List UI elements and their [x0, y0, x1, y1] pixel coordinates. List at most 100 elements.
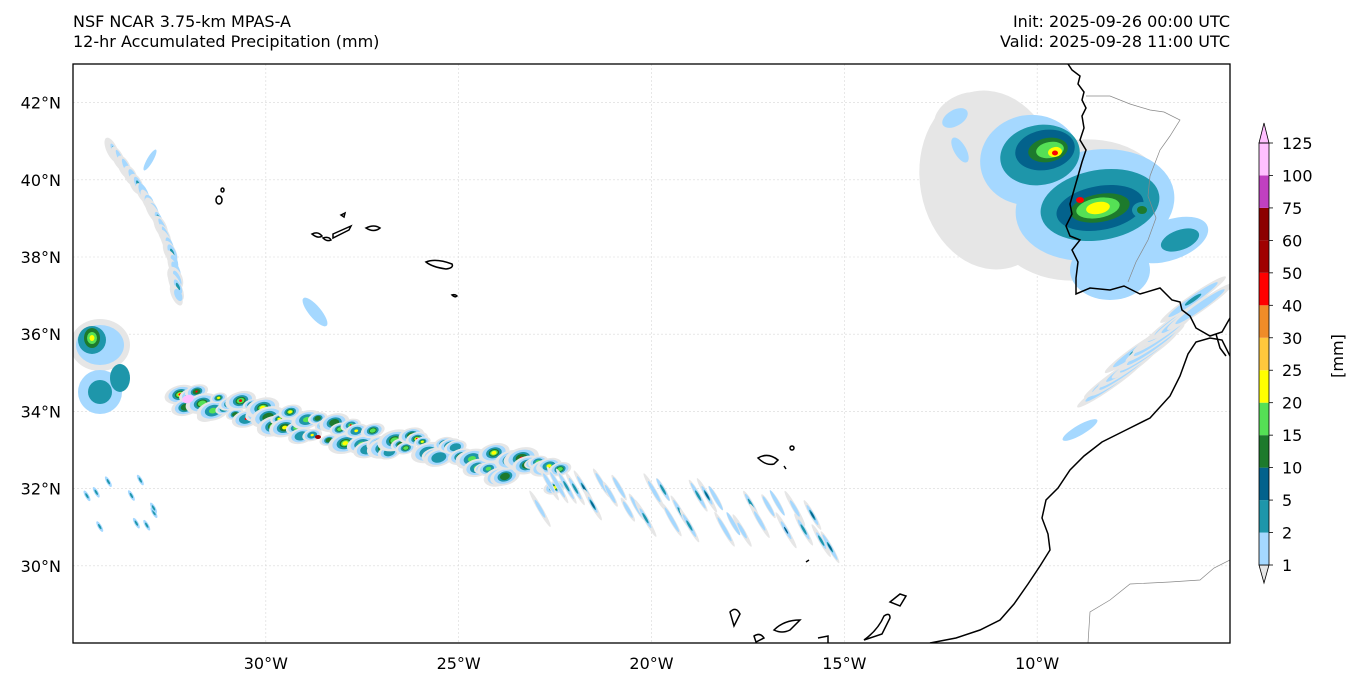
- precip-cell: [704, 491, 710, 499]
- precip-cell: [1175, 289, 1225, 325]
- init-time: Init: 2025-09-26 00:00 UTC: [1012, 12, 1230, 31]
- canary-islands: [729, 593, 908, 643]
- portugal-spain-border: [1086, 95, 1181, 283]
- colorbar-segment: [1259, 305, 1269, 338]
- precip-cell: [175, 282, 181, 291]
- colorbar-tick-label: 50: [1282, 264, 1302, 283]
- precip-iberia: [919, 90, 1230, 441]
- lat-tick-label: 42°N: [21, 94, 61, 113]
- colorbar-segment: [1259, 435, 1269, 468]
- colorbar-tick-label: 20: [1282, 394, 1302, 413]
- colorbar-tick-label: 100: [1282, 166, 1313, 185]
- precip-cell: [550, 472, 566, 498]
- colorbar-tick-label: 15: [1282, 426, 1302, 445]
- precip-cell: [557, 467, 563, 472]
- africa-coastline: [929, 337, 1230, 643]
- strait-coast: [1215, 333, 1227, 357]
- colorbar-segment: [1259, 337, 1269, 371]
- precip-band-west: [73, 319, 840, 564]
- colorbar-segment: [1259, 240, 1269, 273]
- azores-east: [424, 259, 459, 298]
- precip-cell: [563, 480, 570, 492]
- lat-tick-label: 40°N: [21, 171, 61, 190]
- precip-cell: [500, 472, 510, 481]
- precip-cell: [753, 511, 766, 531]
- precip-cell: [571, 483, 579, 494]
- precip-cell: [695, 490, 702, 501]
- colorbar-segment: [1259, 175, 1269, 208]
- precip-cell: [151, 505, 156, 511]
- colorbar-segment: [1259, 370, 1269, 403]
- colorbar-unit-label: [mm]: [1328, 334, 1347, 378]
- precip-cell: [88, 380, 112, 404]
- precip-cell: [1076, 197, 1084, 203]
- colorbar-tick-label: 75: [1282, 199, 1302, 218]
- precip-cell: [94, 489, 98, 495]
- precip-cell: [590, 501, 595, 509]
- latitude-labels: 42°N 40°N 38°N 36°N 34°N 32°N 30°N: [21, 94, 61, 576]
- precip-cell: [1052, 150, 1058, 156]
- precip-cell: [342, 441, 349, 446]
- precip-cell: [827, 543, 833, 551]
- lat-tick-label: 36°N: [21, 325, 61, 344]
- morocco-border: [1087, 559, 1230, 643]
- colorbar-segment: [1259, 207, 1269, 241]
- colorbar-tick-label: 25: [1282, 361, 1302, 380]
- precip-cell: [789, 500, 800, 517]
- precip-cell: [546, 464, 552, 468]
- model-name: NSF NCAR 3.75-km MPAS-A: [73, 12, 291, 31]
- precip-cell: [239, 399, 243, 402]
- precip-cell: [642, 512, 649, 524]
- precip-cell: [110, 364, 130, 392]
- precip-cell: [737, 522, 747, 539]
- precip-cell: [951, 137, 969, 163]
- lon-tick-label: 15°W: [822, 654, 866, 673]
- precip-cell: [208, 407, 218, 414]
- precip-cell: [818, 535, 825, 546]
- precip-cell: [195, 390, 198, 393]
- precip-cell: [1062, 419, 1098, 441]
- lat-tick-label: 32°N: [21, 480, 61, 499]
- precip-cell: [762, 496, 775, 517]
- country-borders: [1086, 95, 1230, 643]
- colorbar-segment: [1259, 532, 1269, 565]
- precip-cell: [647, 481, 661, 503]
- precip-cell: [138, 477, 143, 483]
- precip-nw-arc: [104, 137, 328, 327]
- precip-cell: [534, 499, 546, 518]
- precip-cell: [420, 440, 424, 443]
- coastlines: [215, 64, 1230, 643]
- precip-cell: [491, 450, 497, 455]
- precip-cell: [302, 297, 328, 327]
- precip-cell: [288, 410, 293, 414]
- precip-cell: [449, 443, 462, 452]
- precip-cell: [686, 520, 693, 531]
- precip-cell: [1160, 228, 1200, 252]
- colorbar-segment: [1259, 467, 1269, 501]
- precip-cell: [310, 433, 314, 437]
- colorbar-frame: [1258, 142, 1270, 566]
- precip-cell: [612, 477, 626, 498]
- colorbar-tick-label: 2: [1282, 524, 1292, 543]
- precip-cell: [581, 484, 587, 492]
- colorbar-tick-label: 5: [1282, 491, 1292, 510]
- madeira: [756, 445, 795, 470]
- precip-cell: [134, 520, 139, 526]
- precip-cell: [485, 466, 492, 471]
- precip-cell: [89, 335, 95, 341]
- precip-cell: [85, 493, 89, 499]
- precip-cell: [942, 108, 968, 128]
- precip-cell: [152, 510, 156, 516]
- colorbar-tick-label: 10: [1282, 459, 1302, 478]
- precip-cell: [1070, 240, 1150, 300]
- iberia-coastline: [1065, 64, 1230, 337]
- precip-cell: [98, 523, 102, 530]
- lat-tick-label: 38°N: [21, 248, 61, 267]
- field-name: 12-hr Accumulated Precipitation (mm): [73, 32, 380, 51]
- azores-central: [310, 211, 382, 242]
- precip-cell: [369, 428, 376, 433]
- precip-cell: [543, 473, 555, 493]
- map-title-right: Init: 2025-09-26 00:00 UTC Valid: 2025-0…: [1000, 12, 1230, 52]
